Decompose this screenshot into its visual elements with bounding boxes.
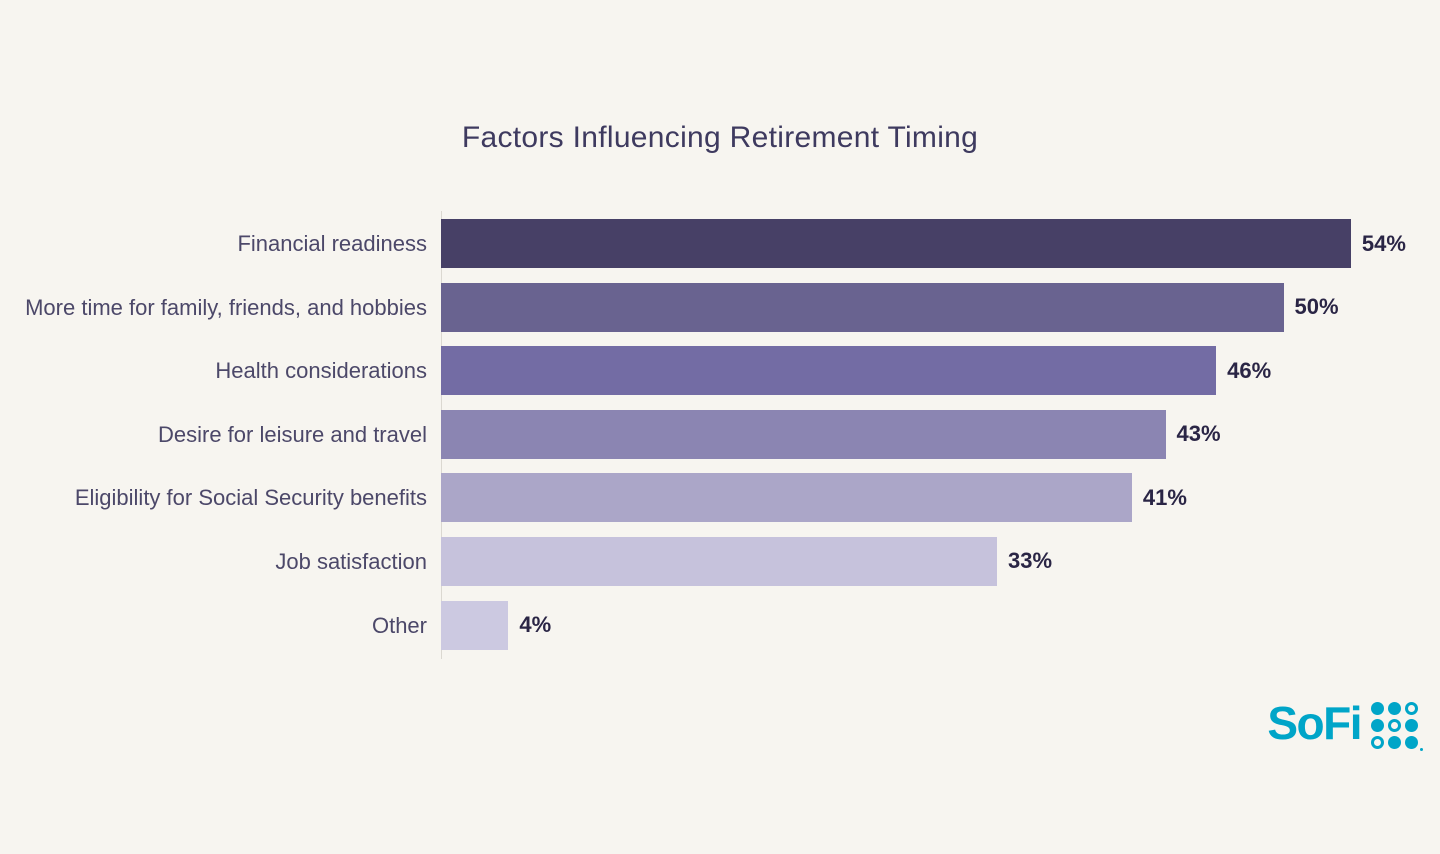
bar-area: 54% bbox=[441, 219, 1440, 268]
bar-rows: Financial readiness 54% More time for fami… bbox=[0, 219, 1440, 650]
bar-row: Desire for leisure and travel 43% bbox=[0, 409, 1440, 459]
bar-row: Job satisfaction 33% bbox=[0, 536, 1440, 586]
value-label: 41% bbox=[1142, 484, 1187, 510]
category-label: More time for family, friends, and hobbi… bbox=[25, 294, 427, 320]
chart-title: Factors Influencing Retirement Timing bbox=[461, 121, 979, 154]
value-label: 46% bbox=[1227, 357, 1272, 383]
bar-area: 50% bbox=[441, 282, 1440, 332]
value-label: 43% bbox=[1176, 421, 1221, 447]
bar-area: 4% bbox=[441, 600, 1440, 650]
bar-row: Health considerations 46% bbox=[0, 346, 1440, 396]
bar-area: 46% bbox=[441, 346, 1440, 396]
filled-dot bbox=[1405, 718, 1418, 732]
value-label: 54% bbox=[1361, 230, 1406, 256]
bar bbox=[441, 219, 1351, 268]
sofi-dot-grid-icon bbox=[1371, 701, 1423, 751]
category-label: Job satisfaction bbox=[275, 548, 427, 574]
bar bbox=[441, 473, 1132, 523]
bar bbox=[441, 409, 1166, 459]
ring-dot bbox=[1388, 718, 1401, 732]
bar bbox=[441, 282, 1284, 332]
filled-dot bbox=[1388, 701, 1401, 715]
filled-dot bbox=[1405, 735, 1418, 749]
bar-row: More time for family, friends, and hobbi… bbox=[0, 282, 1440, 332]
bar bbox=[441, 346, 1217, 396]
filled-dot bbox=[1371, 718, 1384, 732]
sofi-logo: SoFi bbox=[1267, 697, 1423, 751]
category-label: Eligibility for Social Security benefits bbox=[74, 485, 427, 511]
value-label: 33% bbox=[1008, 548, 1053, 574]
category-label: Health considerations bbox=[215, 358, 427, 384]
ring-dot bbox=[1405, 701, 1418, 715]
value-label: 50% bbox=[1294, 294, 1339, 320]
bar-area: 33% bbox=[441, 536, 1440, 586]
bar-row: Other 4% bbox=[0, 600, 1440, 650]
ring-dot bbox=[1371, 735, 1384, 749]
bar-area: 43% bbox=[441, 409, 1440, 459]
bar-chart: Financial readiness 54% More time for fami… bbox=[0, 211, 1440, 659]
bar-row: Financial readiness 54% bbox=[0, 219, 1440, 268]
bar-area: 41% bbox=[441, 473, 1440, 523]
category-label: Other bbox=[371, 612, 427, 638]
filled-dot bbox=[1388, 735, 1401, 749]
filled-dot bbox=[1371, 701, 1384, 715]
bar-row: Eligibility for Social Security benefits… bbox=[0, 473, 1440, 523]
value-label: 4% bbox=[519, 612, 552, 638]
registered-trademark-mark bbox=[1420, 747, 1423, 751]
bar bbox=[441, 600, 509, 650]
category-label: Desire for leisure and travel bbox=[157, 421, 427, 447]
category-label: Financial readiness bbox=[237, 231, 427, 256]
sofi-wordmark: SoFi bbox=[1267, 697, 1362, 749]
bar bbox=[441, 536, 998, 586]
